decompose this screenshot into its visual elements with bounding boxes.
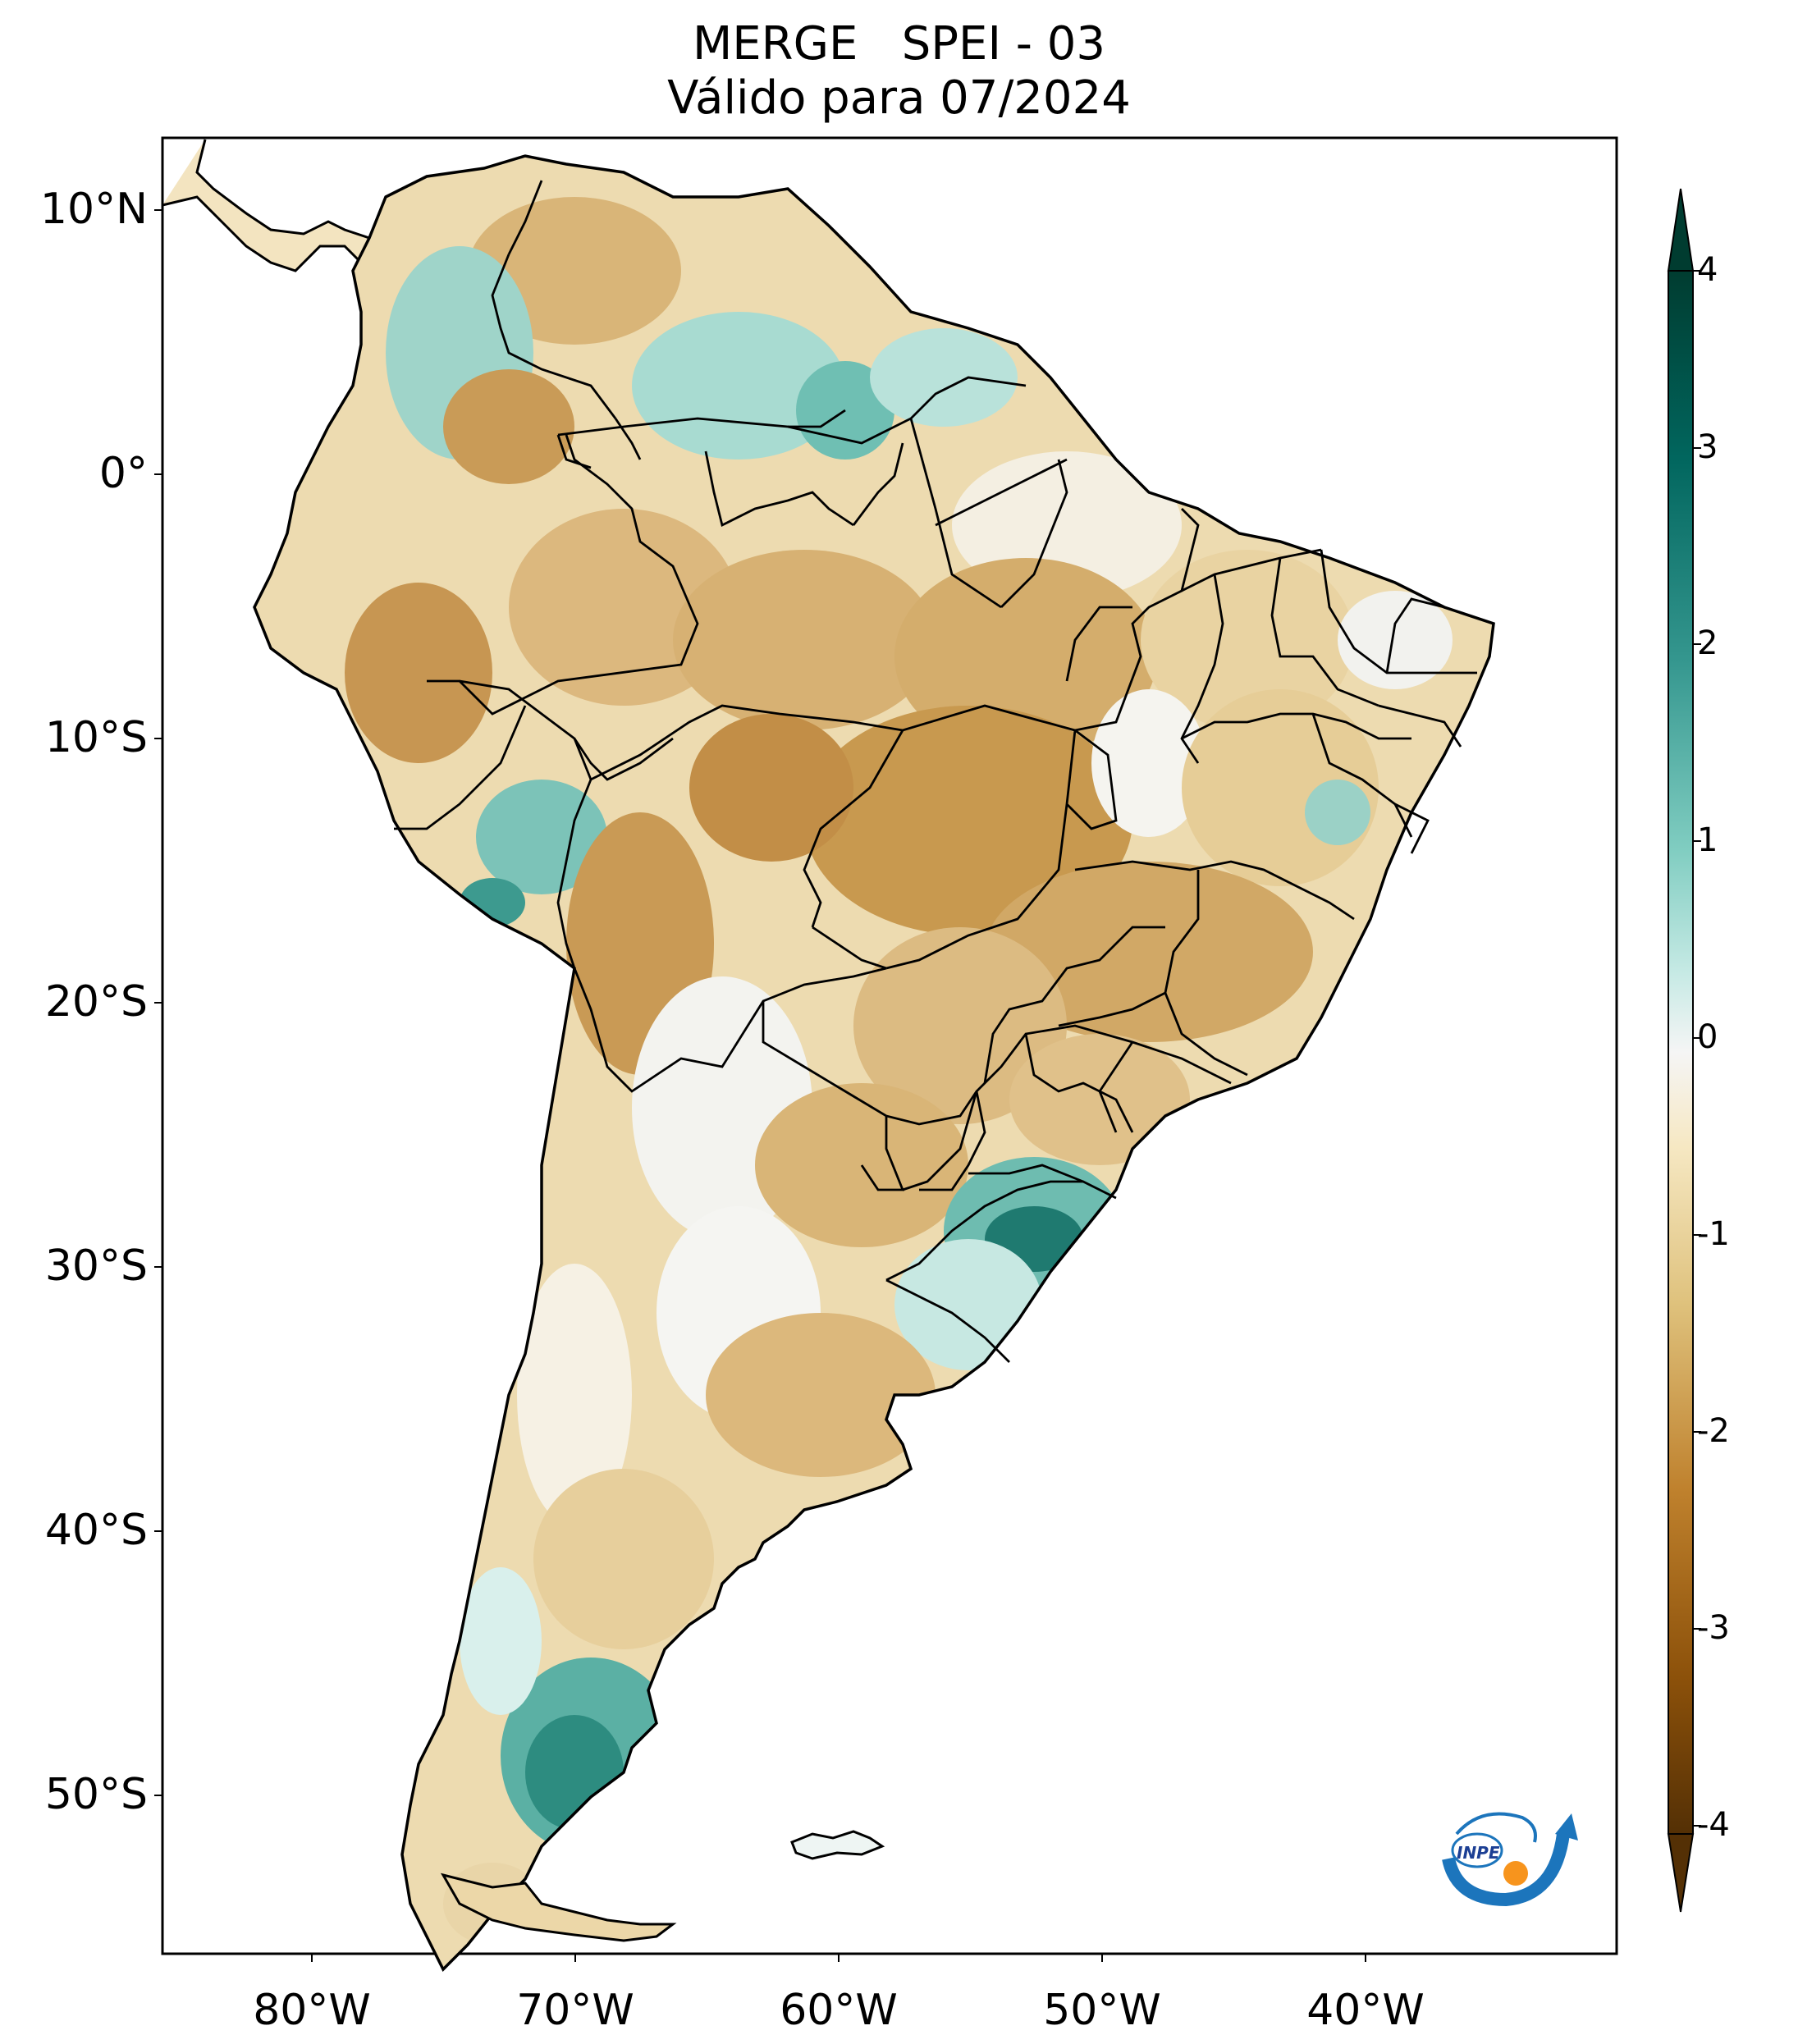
colorbar-label-neg1: -1	[1697, 1215, 1730, 1253]
inpe-logo: INPE	[1442, 1812, 1578, 1907]
colorbar-label-neg4: -4	[1697, 1806, 1730, 1844]
lon-label-60w: 60°W	[780, 1986, 898, 2035]
lat-label-10s: 10°S	[44, 713, 148, 762]
colorbar-label-0: 0	[1697, 1018, 1718, 1056]
lon-label-80w: 80°W	[253, 1986, 371, 2035]
colorbar	[1667, 188, 1701, 1913]
colorbar-label-4: 4	[1697, 251, 1718, 289]
boundaries	[394, 180, 1477, 1363]
lat-label-10n: 10°N	[39, 185, 148, 234]
colorbar-ticks	[1693, 270, 1701, 1827]
map-title: MERGE SPEI - 03	[692, 17, 1106, 71]
lon-label-50w: 50°W	[1043, 1986, 1161, 2035]
lat-label-0: 0°	[98, 449, 148, 498]
colorbar-label-neg2: -2	[1697, 1412, 1730, 1450]
colorbar-label-1: 1	[1697, 821, 1718, 859]
colorbar-min-arrow	[1667, 1833, 1695, 1913]
inpe-logo-text: INPE	[1457, 1843, 1500, 1863]
colorbar-gradient	[1668, 270, 1694, 1835]
colorbar-max-arrow	[1667, 188, 1695, 272]
axis-ticks	[154, 209, 1366, 1962]
colorbar-label-3: 3	[1697, 428, 1718, 466]
lat-label-50s: 50°S	[44, 1770, 148, 1819]
lat-label-40s: 40°S	[44, 1506, 148, 1555]
colorbar-label-neg3: -3	[1697, 1609, 1730, 1647]
lon-label-40w: 40°W	[1306, 1986, 1425, 2035]
falkland-islands	[790, 1830, 885, 1860]
lon-label-70w: 70°W	[516, 1986, 634, 2035]
map-subtitle: Válido para 07/2024	[667, 71, 1131, 125]
tierra-del-fuego	[440, 1873, 677, 1942]
lat-label-30s: 30°S	[44, 1241, 148, 1291]
colorbar-label-2: 2	[1697, 624, 1718, 662]
lat-label-20s: 20°S	[44, 977, 148, 1027]
